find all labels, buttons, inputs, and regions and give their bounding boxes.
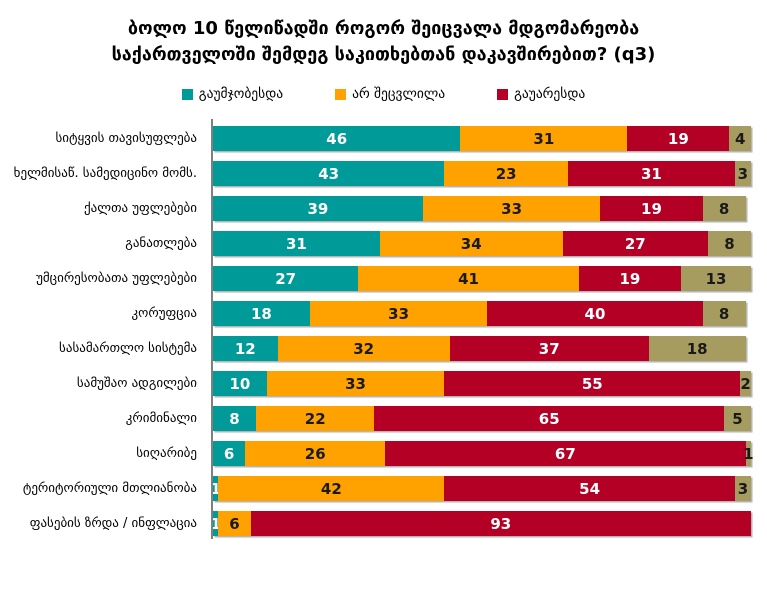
bar-row: კრიმინალი 8 22 65 5 xyxy=(0,406,751,432)
legend-item: გაუარესდა xyxy=(497,86,585,102)
bar-row: ტერიტორიული მთლიანობა 1 42 54 3 xyxy=(0,476,751,502)
bar-segment: 22 xyxy=(256,406,375,432)
bar-segment: 19 xyxy=(627,126,730,152)
legend-swatch-icon xyxy=(335,88,347,100)
legend-swatch-icon xyxy=(497,88,509,100)
bar-row: უმცირესობათა უფლებები 27 41 19 13 xyxy=(0,266,751,292)
bar-row: ხელმისაწ. სამედიცინო მომს. 43 23 31 3 xyxy=(0,161,751,187)
category-label: სიტყვის თავისუფლება xyxy=(55,131,197,147)
bar-segment: 42 xyxy=(218,476,445,502)
bar-segment: 13 xyxy=(681,266,751,292)
category-label: განათლება xyxy=(125,236,197,252)
bar-segment: 8 xyxy=(213,406,257,432)
legend-swatch-icon xyxy=(181,88,193,100)
bar-segment: 31 xyxy=(213,231,380,257)
bar-segment: 8 xyxy=(702,196,746,222)
bar-row: განათლება 31 34 27 8 xyxy=(0,231,751,257)
bar-segment: 18 xyxy=(213,301,310,327)
bar-segment: 33 xyxy=(309,301,488,327)
bar-segment: 46 xyxy=(213,126,461,152)
bar-segment: 6 xyxy=(218,511,251,537)
bar-segment: 4 xyxy=(729,126,751,152)
chart-page: ბოლო 10 წელიწადში როგორ შეიცვალა მდგომარ… xyxy=(0,16,767,540)
bar-row: სიტყვის თავისუფლება 46 31 19 4 xyxy=(0,126,751,152)
bar-segment: 43 xyxy=(213,161,445,187)
category-label: ქალთა უფლებები xyxy=(84,201,197,217)
bar-segment: 26 xyxy=(245,441,386,467)
bar-track: 6 26 67 1 xyxy=(213,441,754,467)
bar-segment: 33 xyxy=(266,371,445,397)
bar-segment: 5 xyxy=(724,406,751,432)
legend-label: არ შეცვლილა xyxy=(352,86,446,103)
bar-segment: 3 xyxy=(734,476,751,502)
bar-segment: 18 xyxy=(648,336,746,362)
bar-track: 39 33 19 8 xyxy=(213,196,751,222)
bar-segment: 54 xyxy=(444,476,735,502)
bar-row: ფასების ზრდა / ინფლაცია 1 6 93 xyxy=(0,511,751,537)
bar-segment: 41 xyxy=(358,266,579,292)
bar-segment: 34 xyxy=(379,231,563,257)
bar-track: 46 31 19 4 xyxy=(213,126,751,152)
category-label: კორუფცია xyxy=(131,306,197,322)
bar-track: 1 42 54 3 xyxy=(210,476,751,502)
legend-label: გაუარესდა xyxy=(514,86,586,103)
bar-segment: 1 xyxy=(210,511,221,537)
bar-track: 12 32 37 18 xyxy=(213,336,751,362)
bar-track: 43 23 31 3 xyxy=(213,161,751,187)
bar-row: კორუფცია 18 33 40 8 xyxy=(0,301,751,327)
bar-segment: 37 xyxy=(449,336,649,362)
bar-segment: 65 xyxy=(374,406,725,432)
legend-item: არ შეცვლილა xyxy=(335,86,445,102)
bar-track: 10 33 55 2 xyxy=(213,371,751,397)
bar-segment: 3 xyxy=(734,161,751,187)
bar-segment: 19 xyxy=(578,266,682,292)
bar-segment: 2 xyxy=(740,371,751,397)
legend-label: გაუმჯობესდა xyxy=(198,86,284,103)
category-label: სამუშაო ადგილები xyxy=(76,376,197,392)
bar-segment: 31 xyxy=(460,126,628,152)
category-label: კრიმინალი xyxy=(125,411,197,427)
legend-item: გაუმჯობესდა xyxy=(181,86,284,103)
chart-title: ბოლო 10 წელიწადში როგორ შეიცვალა მდგომარ… xyxy=(111,18,656,66)
bar-segment: 33 xyxy=(422,196,601,222)
bar-segment: 8 xyxy=(702,301,746,327)
category-label: სასამართლო სისტემა xyxy=(59,341,197,357)
legend: გაუმჯობესდა არ შეცვლილა გაუარესდა xyxy=(0,86,767,102)
bar-segment: 27 xyxy=(213,266,359,292)
plot-area: სიტყვის თავისუფლება 46 31 19 4 ხელმისაწ. სამე… xyxy=(0,119,754,540)
bar-row: ქალთა უფლებები 39 33 19 8 xyxy=(0,196,751,222)
bar-segment: 12 xyxy=(213,336,278,362)
bar-segment: 1 xyxy=(210,476,221,502)
category-label: ტერიტორიული მთლიანობა xyxy=(22,481,197,497)
bar-track: 18 33 40 8 xyxy=(213,301,751,327)
bar-segment: 40 xyxy=(487,301,703,327)
bar-segment: 67 xyxy=(385,441,746,467)
bar-track: 27 41 19 13 xyxy=(213,266,751,292)
category-label: ფასების ზრდა / ინფლაცია xyxy=(29,516,197,532)
category-label: სიღარიბე xyxy=(136,446,197,462)
category-label: ხელმისაწ. სამედიცინო მომს. xyxy=(13,166,197,182)
bar-row: სამუშაო ადგილები 10 33 55 2 xyxy=(0,371,751,397)
bar-segment: 8 xyxy=(707,231,751,257)
bar-segment: 31 xyxy=(568,161,735,187)
bar-segment: 10 xyxy=(213,371,267,397)
bar-track: 8 22 65 5 xyxy=(213,406,751,432)
bar-segment: 55 xyxy=(444,371,741,397)
bar-segment: 19 xyxy=(600,196,703,222)
bar-segment: 39 xyxy=(213,196,423,222)
bar-segment: 6 xyxy=(213,441,246,467)
bar-segment: 93 xyxy=(250,511,751,537)
bar-segment: 27 xyxy=(562,231,708,257)
bar-track: 31 34 27 8 xyxy=(213,231,751,257)
bar-row: სასამართლო სისტემა 12 32 37 18 xyxy=(0,336,751,362)
bar-row: სიღარიბე 6 26 67 1 xyxy=(0,441,754,467)
y-axis-line xyxy=(211,119,213,540)
bar-segment: 32 xyxy=(277,336,450,362)
bar-segment: 1 xyxy=(743,441,754,467)
category-label: უმცირესობათა უფლებები xyxy=(36,271,197,287)
bar-segment: 23 xyxy=(444,161,569,187)
bar-rows: სიტყვის თავისუფლება 46 31 19 4 ხელმისაწ. სამე… xyxy=(0,126,754,537)
bar-track: 1 6 93 xyxy=(210,511,751,537)
